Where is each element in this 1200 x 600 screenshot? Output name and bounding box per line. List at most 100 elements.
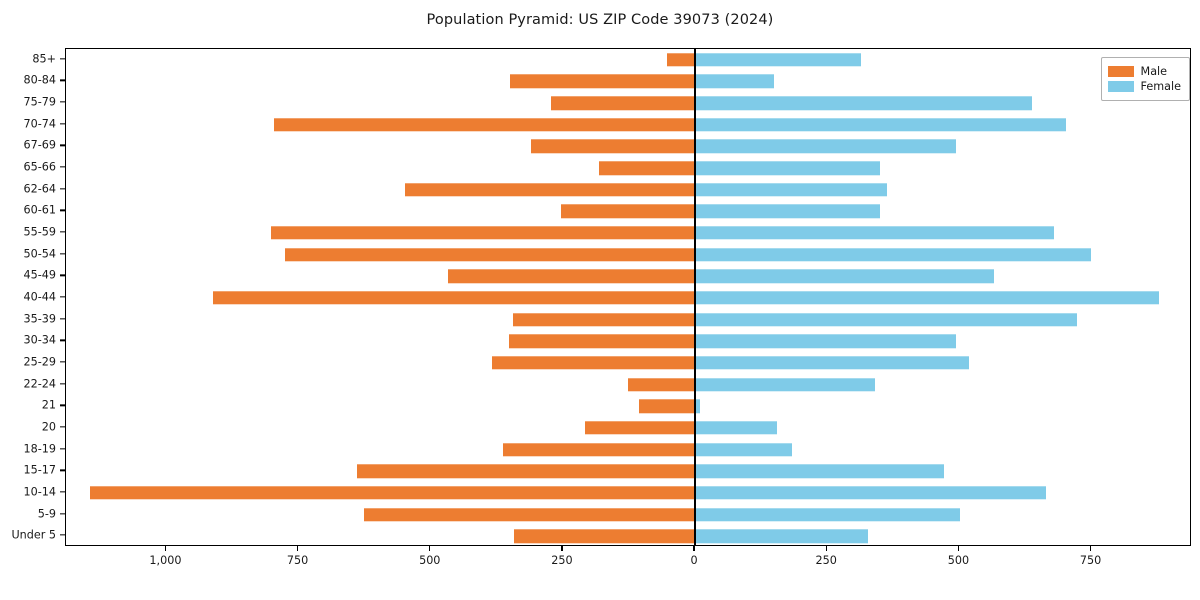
y-tick-label: 5-9 bbox=[37, 507, 56, 521]
chart-legend: Male Female bbox=[1100, 57, 1190, 101]
bar-female bbox=[695, 139, 957, 154]
x-tick-label: 750 bbox=[286, 554, 309, 567]
x-tick-label: 250 bbox=[815, 554, 837, 567]
y-tick-mark bbox=[60, 123, 65, 125]
y-tick-mark bbox=[60, 404, 65, 406]
y-tick-mark bbox=[60, 447, 65, 450]
y-tick-mark bbox=[60, 534, 65, 536]
bar-male bbox=[551, 96, 696, 110]
y-tick-label: 22-24 bbox=[23, 377, 56, 391]
y-tick-label: 62-64 bbox=[23, 182, 56, 196]
y-tick-mark bbox=[60, 361, 65, 363]
legend-swatch-female bbox=[1107, 81, 1134, 92]
x-tick-label: 500 bbox=[947, 554, 970, 567]
y-tick-label: 20 bbox=[41, 420, 56, 434]
y-tick-mark bbox=[60, 101, 65, 103]
legend-swatch-male bbox=[1107, 66, 1134, 77]
bar-female bbox=[695, 334, 956, 349]
bar-female bbox=[695, 356, 969, 370]
x-tick-label: 750 bbox=[1079, 554, 1102, 567]
y-tick-mark bbox=[60, 209, 65, 212]
y-tick-label: 35-39 bbox=[23, 312, 56, 326]
bar-male bbox=[271, 226, 696, 240]
bar-male bbox=[508, 334, 696, 349]
bar-male bbox=[363, 507, 696, 522]
bar-male bbox=[666, 53, 696, 67]
plot-area bbox=[65, 48, 1191, 546]
y-tick-label: 55-59 bbox=[23, 225, 56, 239]
x-tick-label: 1,000 bbox=[149, 554, 182, 567]
bar-male bbox=[627, 377, 696, 392]
bar-male bbox=[561, 204, 696, 219]
y-axis: 85+ 80-84 75-79 70-74 67-69 65-66 62-64 60-61 55… bbox=[0, 48, 65, 546]
y-tick-mark bbox=[60, 166, 65, 168]
y-tick-label: 25-29 bbox=[23, 355, 56, 369]
y-tick-label: 15-17 bbox=[23, 463, 56, 477]
bar-male bbox=[357, 464, 696, 478]
y-tick-label: 70-74 bbox=[23, 117, 56, 131]
y-tick-mark bbox=[60, 491, 65, 493]
y-tick-mark bbox=[60, 512, 65, 515]
y-tick-mark bbox=[60, 231, 65, 233]
bar-male bbox=[530, 139, 696, 154]
bar-male bbox=[89, 486, 696, 500]
y-tick-label: 65-66 bbox=[23, 160, 56, 174]
y-tick-label: 75-79 bbox=[23, 95, 56, 109]
y-tick-label: 40-44 bbox=[23, 290, 56, 304]
x-tick-label: 500 bbox=[419, 554, 441, 567]
legend-item-female[interactable]: Female bbox=[1107, 80, 1181, 93]
bar-male bbox=[599, 161, 696, 175]
bar-female bbox=[695, 486, 1047, 500]
y-tick-label: 80-84 bbox=[23, 73, 56, 87]
y-tick-label: 60-61 bbox=[23, 203, 56, 217]
x-tick-mark bbox=[296, 546, 299, 551]
y-tick-label: 45-49 bbox=[23, 268, 56, 282]
bar-female bbox=[695, 312, 1077, 327]
x-tick-mark bbox=[693, 546, 695, 551]
y-tick-label: 67-69 bbox=[23, 138, 56, 152]
bar-male bbox=[404, 183, 696, 197]
bar-female bbox=[695, 53, 861, 67]
y-tick-label: 21 bbox=[41, 398, 56, 412]
x-tick-mark bbox=[429, 546, 431, 551]
bar-male bbox=[503, 442, 696, 457]
y-tick-mark bbox=[60, 426, 65, 428]
y-tick-mark bbox=[60, 296, 65, 298]
bar-female bbox=[695, 183, 887, 197]
bar-male bbox=[512, 312, 696, 327]
y-tick-label: Under 5 bbox=[11, 528, 56, 542]
x-tick-mark bbox=[164, 546, 167, 551]
bar-female bbox=[695, 118, 1067, 132]
bar-female bbox=[695, 442, 793, 457]
bar-female bbox=[695, 247, 1092, 262]
x-tick-mark bbox=[825, 546, 827, 551]
bar-female bbox=[695, 291, 1159, 305]
bar-female bbox=[695, 269, 995, 284]
x-tick-label: 250 bbox=[551, 554, 573, 567]
bar-female bbox=[695, 226, 1055, 240]
y-tick-mark bbox=[60, 317, 65, 320]
legend-label-male: Male bbox=[1140, 65, 1168, 78]
bar-female bbox=[695, 464, 944, 478]
y-tick-mark bbox=[60, 469, 65, 471]
bar-male bbox=[513, 529, 696, 543]
bar-female bbox=[695, 377, 876, 392]
bar-female bbox=[695, 399, 701, 413]
bar-female bbox=[695, 529, 868, 543]
zero-axis-line bbox=[694, 49, 696, 545]
bar-male bbox=[491, 356, 696, 370]
bar-female bbox=[695, 507, 960, 522]
bar-female bbox=[695, 421, 778, 435]
bar-male bbox=[274, 118, 696, 132]
x-tick-label: 0 bbox=[690, 554, 698, 567]
y-tick-mark bbox=[60, 339, 65, 341]
x-tick-mark bbox=[561, 546, 563, 551]
bar-female bbox=[695, 161, 880, 175]
legend-item-male[interactable]: Male bbox=[1107, 65, 1181, 78]
bar-male bbox=[585, 421, 696, 435]
chart-title: Population Pyramid: US ZIP Code 39073 (2… bbox=[426, 12, 774, 28]
y-tick-label: 10-14 bbox=[23, 485, 56, 499]
y-tick-mark bbox=[60, 188, 65, 190]
bar-male bbox=[638, 399, 696, 413]
bar-male bbox=[447, 269, 696, 284]
